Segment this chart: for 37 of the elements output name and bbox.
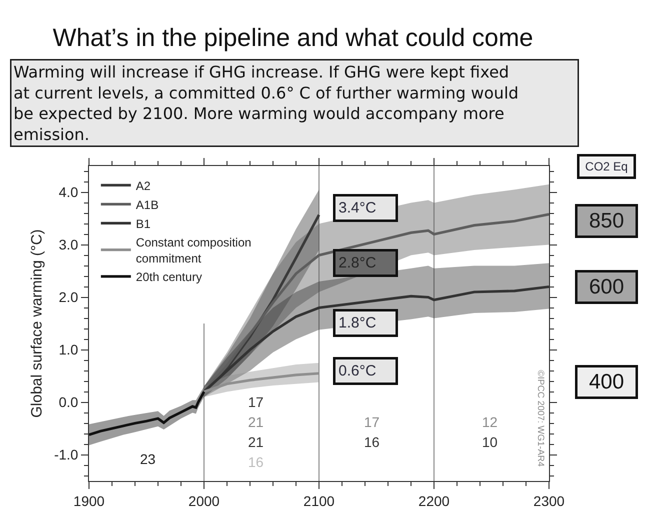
annotation: 10 [482,434,498,450]
annotation: 0.6°C [338,362,376,380]
y-axis-title: Global surface warming (°C) [28,229,46,418]
legend-label: A1B [136,198,159,212]
y-tick-label: 2.0 [58,289,78,306]
legend-label: B1 [136,216,151,231]
legend-label: A2 [136,178,151,193]
y-tick-label: 4.0 [58,184,78,200]
y-tick-label: 0.0 [58,394,78,410]
legend-label: Constant composition commitment [136,236,252,266]
annotation: 21 [248,414,264,430]
x-tick-label: 2300 [533,492,565,509]
annotation: 16 [364,434,380,450]
annotation: 17 [248,394,264,410]
annotation: 17 [364,414,380,430]
text: 850 [588,210,624,232]
annotation: 16 [248,454,264,470]
annotation: 23 [140,451,156,467]
annotation: 12 [482,414,498,430]
text: 600 [588,276,624,298]
chart-subtitle: Warming will increase if GHG increase. If GHG were kept fixed at current levels, a committed 0.6° C of further warming would be expected by 2100. More warming would accompany more emission. [14,62,519,144]
text: CO2 Eq [585,160,628,174]
chart-title: What’s in the pipeline and what could come [52,24,534,52]
annotation: ©IPCC 2007: WG1-AR4 [536,370,546,467]
annotation: 2.8°C [338,254,376,272]
y-tick-label: 1.0 [58,342,78,358]
annotation: 21 [248,434,264,450]
y-tick-label: 3.0 [58,236,78,253]
y-tick-label: -1.0 [54,446,78,463]
text: 400 [588,370,624,394]
x-tick-label: 2000 [188,492,220,509]
x-tick-label: 1900 [73,492,105,509]
annotation: 3.4°C [338,200,376,216]
annotation: 1.8°C [338,314,376,332]
x-tick-label: 2100 [303,492,335,509]
x-tick-label: 2200 [418,492,450,509]
legend-label: 20th century [136,270,202,284]
